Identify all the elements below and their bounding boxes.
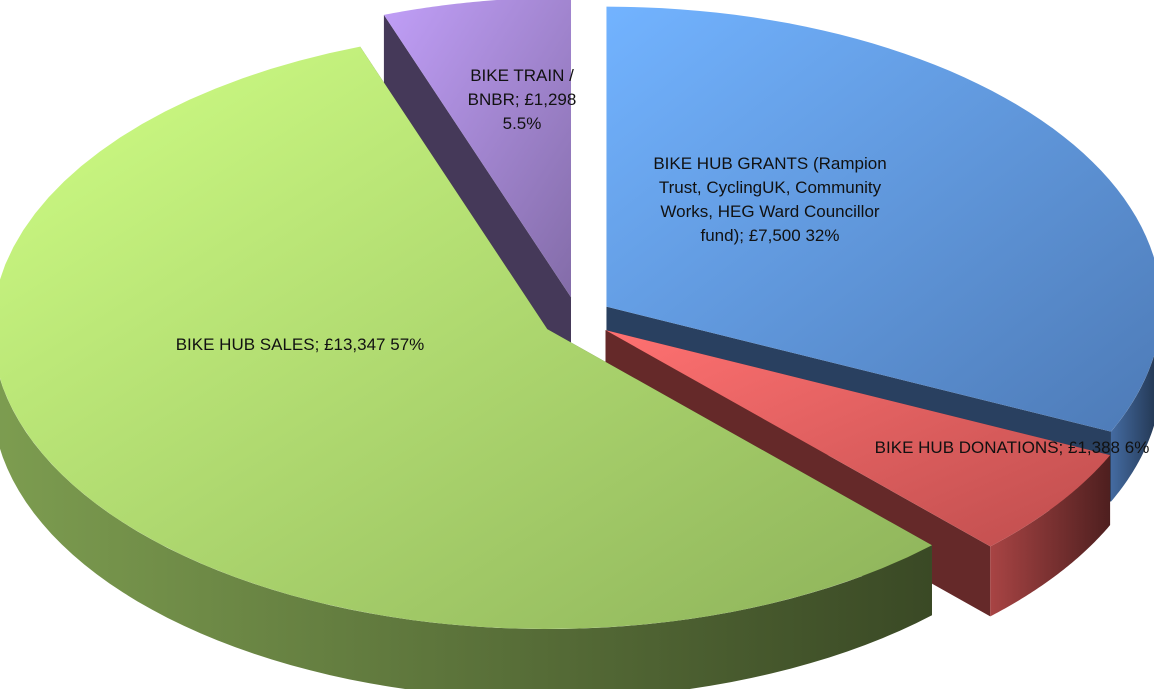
data-label: BIKE HUB DONATIONS; £1,388 6% — [867, 358, 1154, 538]
slice-wall — [383, 14, 572, 368]
slice-rim — [1110, 355, 1154, 502]
label-text: BIKE HUB SALES; £13,347 57% — [176, 333, 425, 357]
label-name: BIKE HUB SALES; — [175, 335, 320, 354]
label-amount: £13,347 — [324, 335, 386, 354]
label-name: BIKE HUB DONATIONS; — [874, 438, 1064, 457]
slice-rim — [0, 378, 932, 689]
slice-rim — [990, 455, 1111, 617]
slice-top — [605, 330, 1111, 547]
label-percent: 6% — [1124, 438, 1150, 457]
label-amount: £1,388 — [1068, 438, 1121, 457]
slice-top — [383, 0, 572, 298]
label-amount: £1,298 — [524, 90, 577, 109]
slice — [383, 0, 572, 368]
label-box: BIKE TRAIN / BNBR; £1,298 5.5% — [447, 10, 597, 190]
label-amount: £7,500 — [748, 226, 801, 245]
label-percent: 57% — [390, 335, 425, 354]
slice-top — [0, 46, 932, 630]
data-label: BIKE TRAIN / BNBR; £1,298 5.5% — [447, 10, 597, 190]
slice-top — [606, 6, 1154, 432]
label-box: BIKE HUB SALES; £13,347 57% — [170, 255, 430, 435]
label-text: BIKE HUB DONATIONS; £1,388 6% — [875, 436, 1150, 460]
slice — [0, 46, 932, 689]
label-name: BIKE TRAIN / BNBR; — [467, 66, 574, 109]
label-text: BIKE TRAIN / BNBR; £1,298 5.5% — [447, 64, 597, 136]
label-percent: 32% — [805, 226, 840, 245]
label-text: BIKE HUB GRANTS (Rampion Trust, CyclingU… — [645, 152, 895, 248]
data-label: BIKE HUB SALES; £13,347 57% — [170, 255, 430, 435]
data-label: BIKE HUB GRANTS (Rampion Trust, CyclingU… — [645, 110, 895, 290]
label-name: BIKE HUB GRANTS (Rampion Trust, CyclingU… — [653, 154, 887, 245]
label-box: BIKE HUB GRANTS (Rampion Trust, CyclingU… — [645, 110, 895, 290]
label-percent: 5.5% — [502, 114, 542, 133]
label-box: BIKE HUB DONATIONS; £1,388 6% — [867, 358, 1154, 538]
